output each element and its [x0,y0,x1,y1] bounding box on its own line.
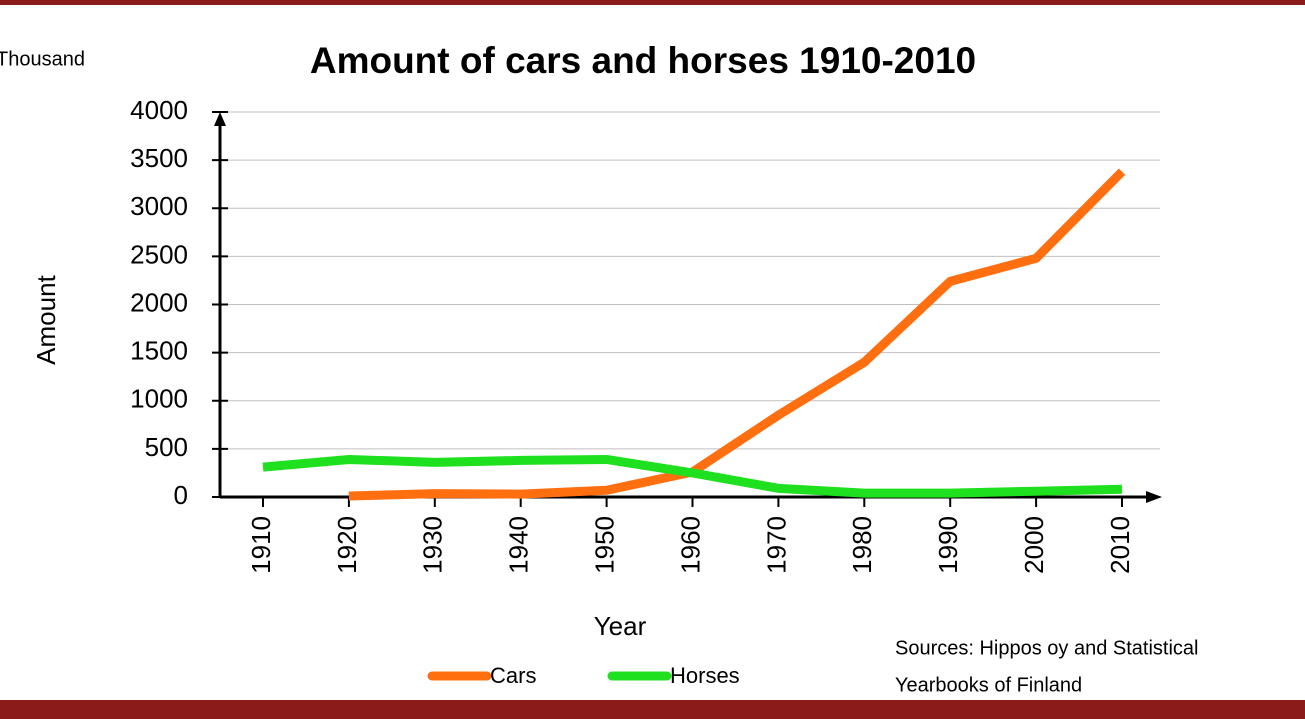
y-tick-label: 1000 [130,384,188,414]
unit-label: Thousand [0,48,85,70]
source-line: Yearbooks of Finland [895,674,1082,696]
bottom-border [0,700,1305,719]
y-tick-label: 3000 [130,191,188,221]
series-line [348,168,1126,501]
x-tick-label: 1960 [675,516,705,574]
x-tick-label: 1930 [418,516,448,574]
y-tick-label: 0 [174,480,188,510]
y-tick-label: 2000 [130,287,188,317]
x-tick-label: 1920 [332,516,362,574]
y-axis-label: Amount [31,274,61,364]
y-tick-label: 1500 [130,336,188,366]
x-tick-label: 1990 [933,516,963,574]
y-tick-label: 3500 [130,143,188,173]
x-tick-label: 1910 [246,516,276,574]
x-tick-label: 1970 [761,516,791,574]
x-tick-label: 1980 [847,516,877,574]
y-tick-label: 4000 [130,95,188,125]
x-tick-label: 1950 [589,516,619,574]
y-axis-arrow [214,112,226,126]
y-tick-label: 500 [145,432,188,462]
x-tick-label: 1940 [504,516,534,574]
x-axis-arrow [1146,491,1162,503]
series-line [262,454,1123,498]
y-tick-label: 2500 [130,239,188,269]
x-tick-label: 2000 [1019,516,1049,574]
legend-label: Horses [670,663,740,688]
source-line: Sources: Hippos oy and Statistical [895,637,1199,659]
chart-title: Amount of cars and horses 1910-2010 [310,40,976,81]
x-tick-label: 2010 [1105,516,1135,574]
legend-label: Cars [490,663,536,688]
x-axis-label: Year [594,611,647,641]
top-border [0,0,1305,5]
